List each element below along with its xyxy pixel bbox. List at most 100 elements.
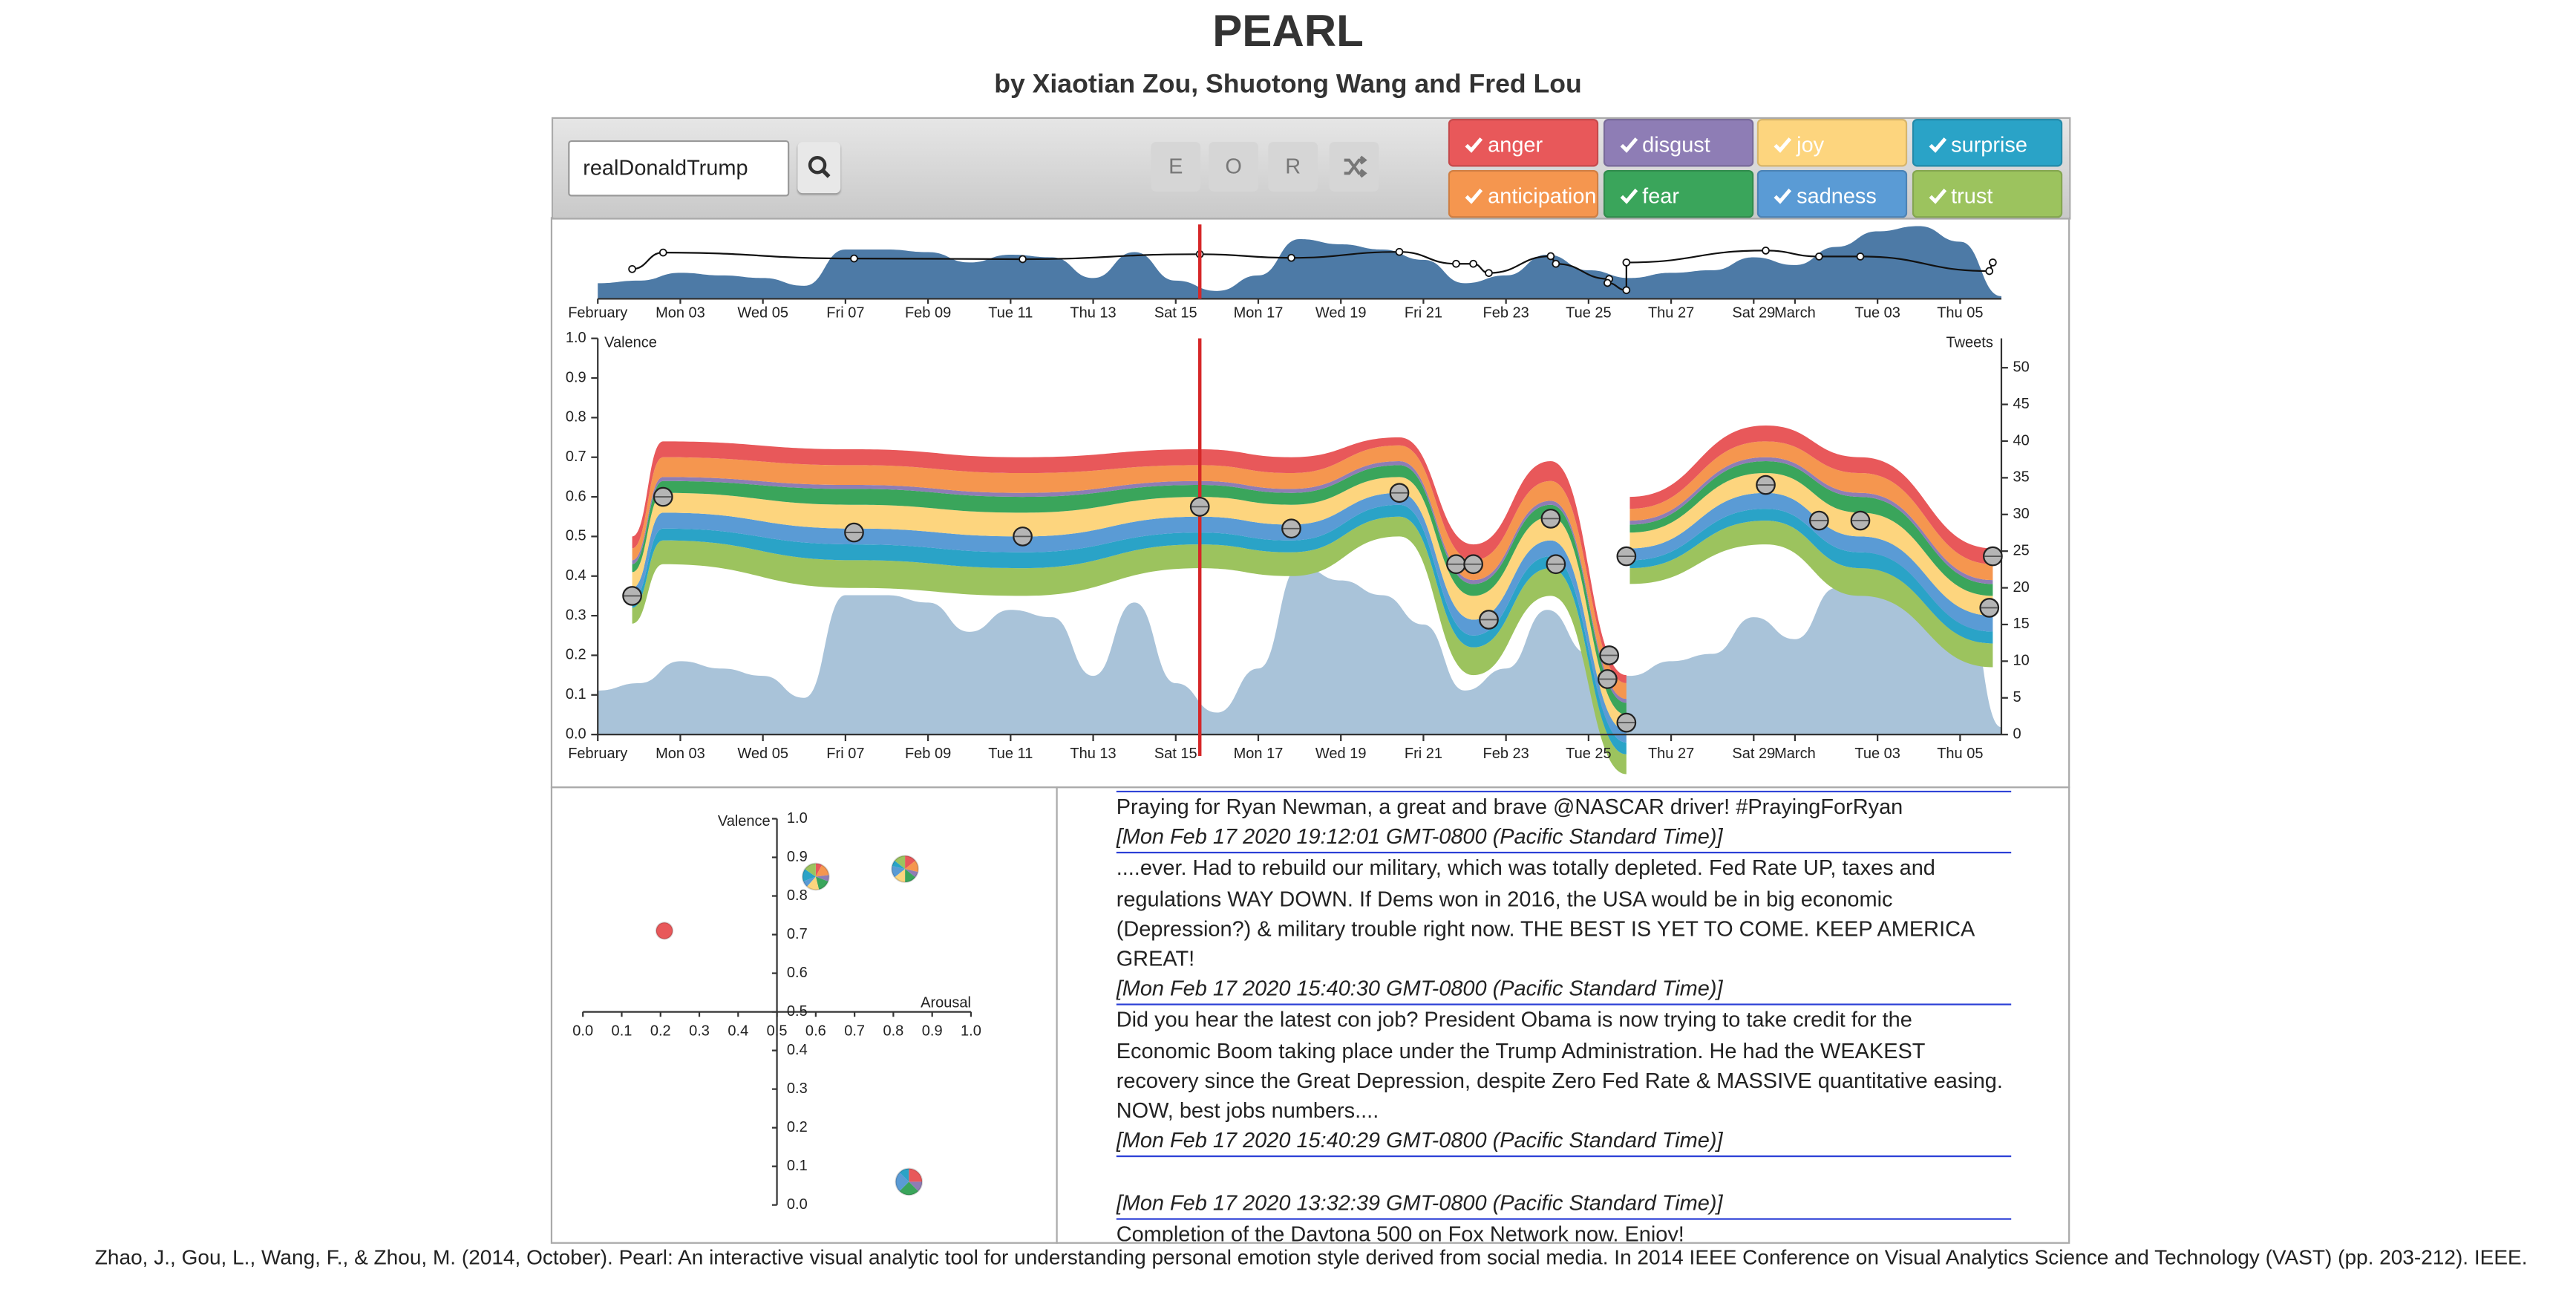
search-input[interactable]: realDonaldTrump [568, 140, 790, 197]
emotion-band [1629, 426, 1993, 564]
overview-x-tick-label: Tue 25 [1566, 305, 1612, 322]
x-tick-label: February [568, 746, 627, 762]
scatter-x-tick-label: 0.7 [844, 1023, 865, 1040]
check-icon [1928, 137, 1946, 153]
scatter-x-tick-label: 0.6 [805, 1023, 826, 1040]
overview-x-tick-label: Fri 07 [826, 305, 864, 322]
view-button[interactable]: O [1209, 142, 1258, 192]
y2-tick-label: 25 [2013, 542, 2030, 558]
check-icon [1465, 137, 1483, 153]
x-tick-label: Tue 11 [988, 746, 1033, 762]
pie-slice [899, 1168, 909, 1182]
scatter-y-tick-label: 0.1 [787, 1158, 808, 1174]
emotion-band [1629, 521, 1993, 668]
check-icon [1928, 187, 1946, 203]
overview-x-tick-label: Sat 15 [1154, 305, 1197, 322]
tweet-time: [Mon Feb 17 2020 15:40:29 GMT-0800 (Paci… [1116, 1127, 1723, 1153]
overview-x-tick-label: Mon 03 [656, 305, 705, 322]
app-subtitle: by Xiaotian Zou, Shuotong Wang and Fred … [994, 71, 1582, 100]
x-tick-label: Feb 09 [905, 746, 951, 762]
emotion-button[interactable]: anticipation [1448, 169, 1599, 218]
overview-valence-point [1395, 247, 1404, 256]
emotion-band [632, 477, 1627, 731]
tweet: [Mon Feb 17 2020 13:32:39 GMT-0800 (Paci… [1116, 1155, 2012, 1218]
emotion-name: surprise [1951, 131, 2028, 157]
overview-valence-point [1552, 259, 1560, 268]
scatter-y-tick-label: 0.8 [787, 887, 808, 904]
tweet: Did you hear the latest con job? Preside… [1116, 1004, 2012, 1156]
scatter-x-label: Arousal [921, 995, 971, 1011]
emotion-button[interactable]: sadness [1756, 169, 1908, 218]
x-tick-label: Mon 03 [656, 746, 705, 762]
search-button[interactable] [797, 142, 841, 194]
overview-valence-point [1762, 247, 1770, 255]
pie-slice [909, 1181, 923, 1192]
emotion-band [1629, 473, 1993, 616]
pie-slice [656, 922, 673, 939]
tweet: Praying for Ryan Newman, a great and bra… [1116, 790, 2012, 853]
pie-slice [815, 875, 829, 881]
tweet: ....ever. Had to rebuild our military, w… [1116, 852, 2012, 1005]
scatter-y-tick-label: 1.0 [787, 810, 808, 827]
x-tick-label: Tue 03 [1854, 746, 1900, 762]
overview-x-tick-label: Thu 13 [1070, 305, 1116, 322]
emotion-button[interactable]: disgust [1602, 119, 1753, 167]
valence-point [1598, 669, 1618, 689]
pie-slice [895, 1172, 909, 1192]
app-title: PEARL [1212, 6, 1364, 56]
tweet-text: ....ever. Had to rebuild our military, w… [1116, 855, 1974, 971]
scatter-y-tick-label: 0.2 [787, 1119, 808, 1135]
emotion-button[interactable]: anger [1448, 119, 1599, 167]
scatter-y-tick-label: 0.6 [787, 965, 808, 981]
emotion-band [632, 445, 1627, 700]
overview-valence-point [1485, 269, 1493, 277]
y2-tick-label: 10 [2013, 653, 2030, 669]
x-tick-label: Thu 05 [1937, 746, 1983, 762]
scatter-y-tick-label: 0.9 [787, 849, 808, 865]
x-tick-label: Wed 05 [737, 746, 788, 762]
overview-valence-point [1604, 278, 1612, 287]
y2-tick-label: 0 [2013, 726, 2021, 742]
emotion-button[interactable]: trust [1911, 169, 2062, 218]
valence-point [1983, 546, 2003, 567]
scatter-x-tick-label: 0.3 [689, 1023, 710, 1040]
scatter-y-tick-label: 0.7 [787, 926, 808, 942]
x-tick-label: Thu 27 [1648, 746, 1694, 762]
pie-slice [815, 864, 829, 877]
y-tick-label: 1.0 [566, 330, 586, 346]
valence-point [1013, 527, 1033, 547]
valence-point [1546, 554, 1566, 575]
scatter-point [895, 1167, 923, 1196]
y-tick-label: 0.5 [566, 528, 586, 544]
valence-point [1979, 598, 2000, 618]
y2-tick-label: 35 [2013, 469, 2030, 486]
x-tick-label: Tue 25 [1566, 746, 1612, 762]
tweet-panel [1056, 786, 2070, 1244]
emotion-name: trust [1951, 182, 1993, 207]
check-icon [1774, 137, 1792, 153]
shuffle-button[interactable] [1329, 142, 1379, 192]
x-tick-label: Thu 13 [1070, 746, 1116, 762]
view-button[interactable]: E [1151, 142, 1201, 192]
emotion-button[interactable]: fear [1602, 169, 1753, 218]
pie-slice [802, 869, 816, 881]
emotion-button[interactable]: surprise [1911, 119, 2062, 167]
pie-slice [892, 866, 906, 878]
view-button[interactable]: R [1268, 142, 1318, 192]
overview-valence-point [1985, 267, 1994, 276]
overview-valence-point [1989, 258, 1997, 267]
scatter-point [801, 862, 830, 891]
shuffle-icon [1344, 155, 1367, 178]
scatter-y-label: Valence [718, 813, 771, 829]
overview-valence-point [1452, 259, 1460, 268]
valence-point [1446, 554, 1466, 575]
pie-slice [905, 861, 918, 873]
scatter-point [891, 855, 919, 884]
pie-slice [895, 855, 906, 870]
emotion-button[interactable]: joy [1756, 119, 1908, 167]
valence-point [1479, 610, 1499, 630]
overview-valence-point [1622, 286, 1631, 295]
scatter-y-tick-label: 0.5 [787, 1003, 808, 1020]
